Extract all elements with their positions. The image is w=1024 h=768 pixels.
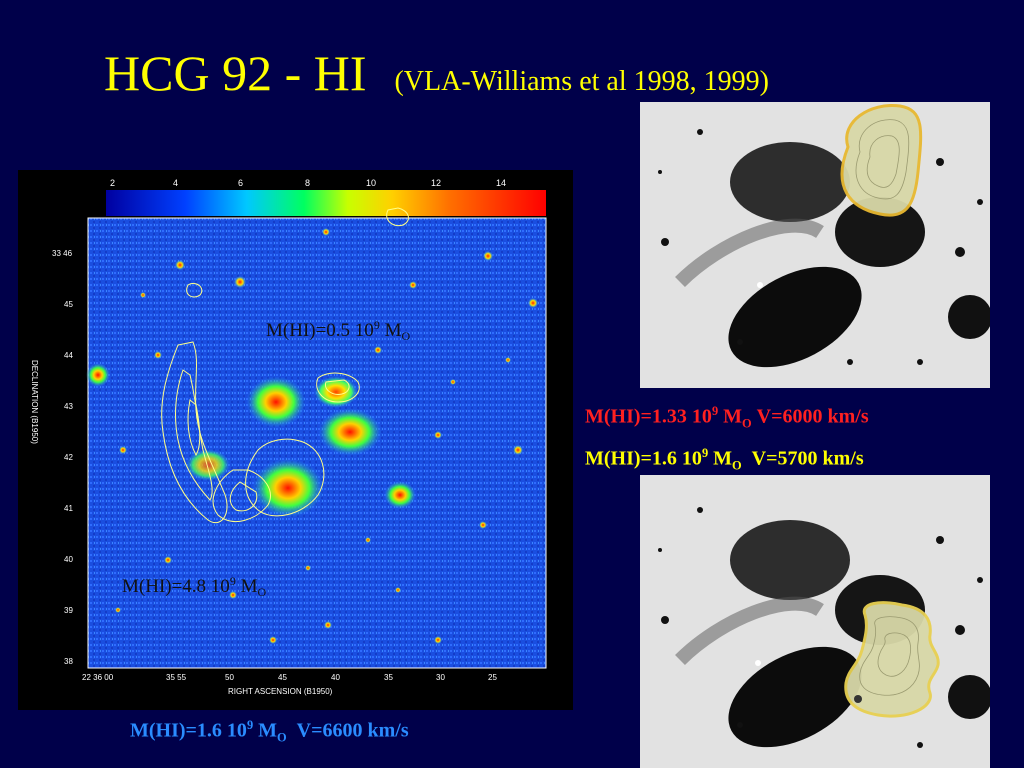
ra-tick: 40 [331, 673, 340, 682]
caption-red-velocity: V=6000 km/s [756, 405, 869, 428]
ra-tick: 25 [488, 673, 497, 682]
colorbar-tick: 14 [496, 178, 506, 188]
title-main: HCG 92 - HI [104, 45, 367, 101]
caption-bottom-exp: 9 [246, 718, 254, 732]
y-axis-label: DECLINATION (B1950) [30, 360, 39, 444]
caption-red: M(HI)=1.33 109 MO V=6000 km/s [585, 404, 869, 432]
map-label-0.5: M(HI)=0.5 109 MO [266, 318, 410, 343]
x-axis-label: RIGHT ASCENSION (B1950) [228, 687, 333, 696]
caption-red-mass: M(HI)=1.33 10 [585, 405, 712, 428]
title-subtitle: (VLA-Williams et al 1998, 1999) [394, 66, 769, 97]
caption-yellow-exp: 9 [701, 446, 709, 460]
colorbar-tick: 10 [366, 178, 376, 188]
ra-tick: 35 [384, 673, 393, 682]
dec-tick: 33 46 [52, 249, 73, 258]
colorbar-tick: 12 [431, 178, 441, 188]
hi-column-density-map: 2 4 6 8 10 12 14 33 46 45 44 43 42 41 40… [18, 170, 573, 710]
dec-tick: 39 [64, 606, 73, 615]
dec-tick: 43 [64, 402, 73, 411]
caption-bottom-unit-sub: O [277, 730, 287, 745]
colorbar-tick: 8 [305, 178, 310, 188]
dec-tick: 42 [64, 453, 73, 462]
caption-yellow: M(HI)=1.6 109 MO V=5700 km/s [585, 446, 864, 474]
caption-bottom: M(HI)=1.6 109 MO V=6600 km/s [130, 718, 409, 746]
map-label-4.8: M(HI)=4.8 109 MO [122, 574, 266, 599]
caption-red-unit-sub: O [742, 416, 752, 431]
dec-tick: 45 [64, 300, 73, 309]
optical-image-top [640, 102, 990, 388]
optical-image-bottom [640, 475, 990, 768]
hi-emission-blobs [86, 363, 416, 518]
colorbar-tick: 2 [110, 178, 115, 188]
colorbar-tick: 6 [238, 178, 243, 188]
hi-contours [161, 207, 409, 523]
dec-ticks: 33 46 45 44 43 42 41 40 39 38 [52, 249, 73, 666]
dec-tick: 44 [64, 351, 73, 360]
ra-ticks: 22 36 00 35 55 50 45 40 35 30 25 [82, 673, 497, 682]
caption-bottom-velocity: V=6600 km/s [296, 719, 409, 742]
dec-tick: 38 [64, 657, 73, 666]
ra-tick: 30 [436, 673, 445, 682]
caption-yellow-mass: M(HI)=1.6 10 [585, 447, 702, 470]
ra-tick: 22 36 00 [82, 673, 114, 682]
dec-tick: 40 [64, 555, 73, 564]
colorbar-ticks: 2 4 6 8 10 12 14 [110, 178, 506, 188]
caption-bottom-unit: M [253, 719, 278, 742]
map-field [88, 218, 546, 668]
ra-tick: 35 55 [166, 673, 187, 682]
caption-yellow-unit: M [708, 447, 733, 470]
caption-red-exp: 9 [711, 404, 719, 418]
dec-tick: 41 [64, 504, 73, 513]
colorbar [106, 190, 546, 216]
caption-red-unit: M [718, 405, 743, 428]
ra-tick: 50 [225, 673, 234, 682]
hi-map-figure: 2 4 6 8 10 12 14 33 46 45 44 43 42 41 40… [30, 178, 547, 696]
slide-title: HCG 92 - HI (VLA-Williams et al 1998, 199… [104, 44, 769, 102]
ra-tick: 45 [278, 673, 287, 682]
caption-yellow-velocity: V=5700 km/s [751, 447, 864, 470]
caption-yellow-unit-sub: O [732, 458, 742, 473]
point-sources [115, 228, 538, 644]
caption-bottom-mass: M(HI)=1.6 10 [130, 719, 247, 742]
colorbar-tick: 4 [173, 178, 178, 188]
